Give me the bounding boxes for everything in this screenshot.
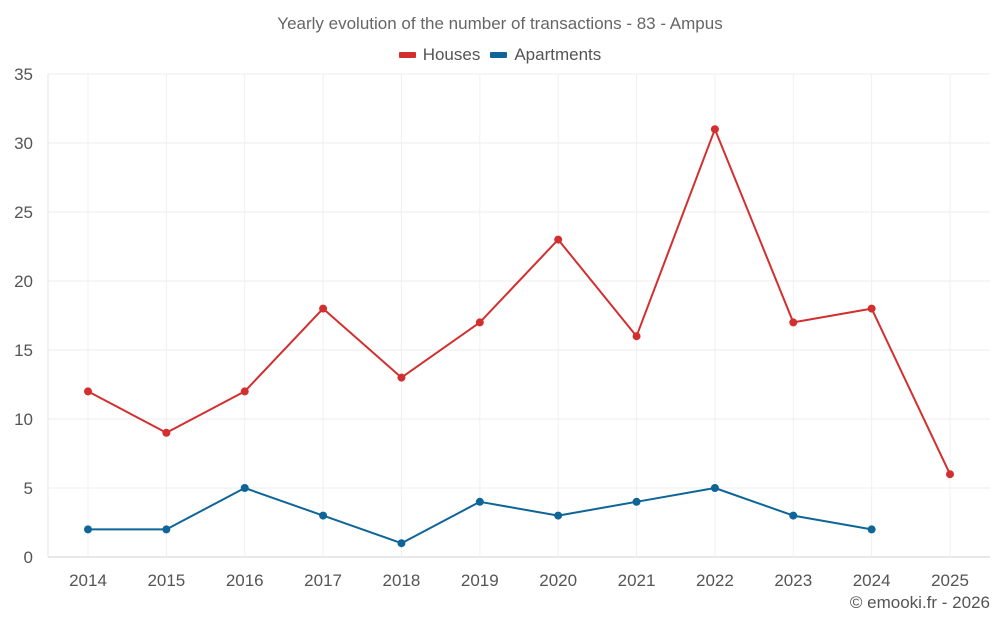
x-tick-label: 2019 xyxy=(461,571,499,590)
data-point-houses-2025 xyxy=(946,470,954,479)
data-point-apartments-2022 xyxy=(710,484,719,492)
data-point-houses-2021 xyxy=(632,332,641,341)
x-tick-label: 2024 xyxy=(853,571,891,590)
x-tick-label: 2021 xyxy=(618,571,656,590)
legend: Houses Apartments xyxy=(0,45,1000,65)
legend-label-houses: Houses xyxy=(422,45,481,64)
y-tick-label: 35 xyxy=(14,65,33,84)
x-tick-label: 2020 xyxy=(539,571,577,590)
data-point-houses-2022 xyxy=(710,125,719,134)
y-tick-label: 25 xyxy=(14,203,33,222)
y-tick-label: 10 xyxy=(14,410,33,429)
chart-title: Yearly evolution of the number of transa… xyxy=(277,14,723,33)
legend-item-houses[interactable]: Houses xyxy=(398,45,481,65)
legend-item-apartments[interactable]: Apartments xyxy=(490,45,601,65)
y-tick-label: 15 xyxy=(14,341,33,360)
data-point-apartments-2017 xyxy=(319,511,328,520)
data-point-houses-2014 xyxy=(84,387,92,396)
x-tick-label: 2022 xyxy=(696,571,734,590)
y-tick-label: 20 xyxy=(14,272,33,291)
data-point-houses-2020 xyxy=(554,235,563,244)
x-tick-label: 2016 xyxy=(226,571,264,590)
data-point-houses-2019 xyxy=(475,318,484,327)
legend-label-apartments: Apartments xyxy=(514,45,602,64)
legend-swatch-apartments xyxy=(490,52,508,58)
data-point-apartments-2018 xyxy=(397,539,406,548)
x-tick-label: 2025 xyxy=(931,571,969,590)
data-point-apartments-2020 xyxy=(554,511,563,520)
data-point-apartments-2016 xyxy=(240,484,249,492)
x-tick-label: 2017 xyxy=(304,571,342,590)
legend-swatch-houses xyxy=(398,52,416,58)
data-point-houses-2023 xyxy=(789,318,798,327)
x-tick-label: 2015 xyxy=(147,571,185,590)
data-point-houses-2018 xyxy=(397,373,406,382)
x-tick-label: 2023 xyxy=(774,571,812,590)
grid-lines xyxy=(48,73,990,558)
credit-text: © emooki.fr - 2026 xyxy=(849,593,990,612)
x-tick-label: 2018 xyxy=(383,571,421,590)
data-point-houses-2016 xyxy=(240,387,249,396)
y-tick-label: 5 xyxy=(24,479,33,498)
data-point-apartments-2014 xyxy=(84,525,92,534)
x-tick-label: 2014 xyxy=(69,571,107,590)
data-point-houses-2017 xyxy=(319,304,328,313)
data-point-houses-2024 xyxy=(867,304,876,313)
y-tick-label: 30 xyxy=(14,134,33,153)
data-point-apartments-2019 xyxy=(475,497,484,506)
data-point-apartments-2015 xyxy=(162,525,171,534)
y-tick-label: 0 xyxy=(24,548,33,567)
data-point-apartments-2023 xyxy=(789,511,798,520)
data-point-apartments-2021 xyxy=(632,497,641,506)
series xyxy=(84,125,954,548)
data-point-apartments-2024 xyxy=(867,525,876,534)
series-line-houses xyxy=(87,128,951,475)
data-point-houses-2015 xyxy=(162,428,171,437)
